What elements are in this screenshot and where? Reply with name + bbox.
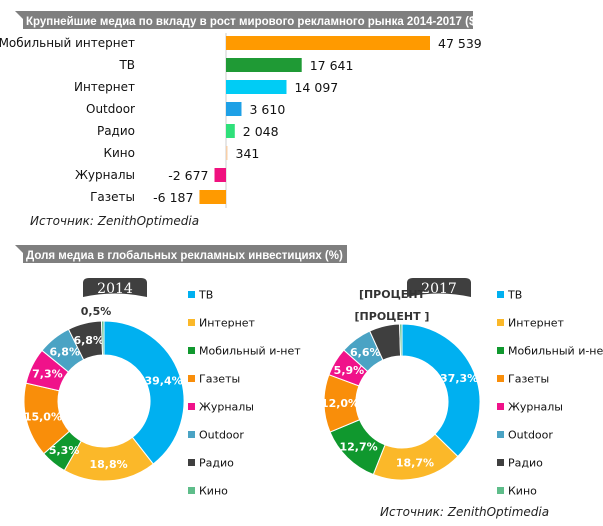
pie-2017-slice-label: [ПРОЦЕНТ ] (355, 310, 430, 323)
bar-category-label: Мобильный интернет (0, 36, 135, 50)
pie-2017-slice-label: 12,7% (339, 440, 377, 453)
pie-2014-slice-label: 5,3% (49, 444, 80, 457)
pie-2017-legend-label: Радио (508, 457, 543, 470)
pie-2014-legend-swatch (188, 459, 195, 466)
bar-category-label: ТВ (118, 58, 135, 72)
bar-value-label: 17 641 (310, 58, 354, 73)
pie-2014-legend-label: Мобильный и-нет (199, 345, 301, 358)
bar-source: Источник: ZenithOptimedia (30, 214, 200, 228)
bar-value-label: 3 610 (249, 102, 285, 117)
pie-source: Источник: ZenithOptimedia (380, 505, 550, 519)
pie-2017-slice-label: 5,9% (334, 364, 365, 377)
pie-2017-donut: 2017 37,3% 18,7% 12,7% 12,0% 5,9% 6,6% [ПРОЦЕНТ… (321, 278, 603, 498)
pie-2014-slice-label: 7,3% (32, 367, 63, 380)
pie-2014-legend-swatch (188, 291, 195, 298)
pie-2017-legend-swatch (497, 487, 504, 494)
bar-value-label: 341 (236, 146, 260, 161)
pie-2014-slice (100, 320, 105, 356)
bar-category-label: Газеты (90, 190, 135, 204)
bar (199, 190, 226, 204)
bar-value-label: 14 097 (294, 80, 338, 95)
pie-2017-legend-label: Журналы (508, 401, 563, 414)
pie-2017-slice-label: 18,7% (396, 457, 434, 470)
bar-chart-title-bg (15, 11, 473, 29)
bar-value-label: 2 048 (243, 124, 279, 139)
bar (226, 146, 228, 160)
pie-2014-slice-label: 18,8% (89, 458, 127, 471)
pie-2017-legend-swatch (497, 291, 504, 298)
bar (226, 36, 430, 50)
pie-2014-legend-swatch (188, 487, 195, 494)
pie-chart-title-bg (15, 245, 347, 263)
pie-2017-legend-swatch (497, 431, 504, 438)
pie-2017-legend-label: Кино (508, 485, 537, 498)
pie-2017-slice (401, 323, 481, 458)
bar-category-label: Кино (103, 146, 135, 160)
pie-2014-legend-swatch (188, 431, 195, 438)
pie-2014-donut: 2014 39,4% 18,8% 5,3% 15,0% 7,3% 6,8%6,8% 0,5% Т… (23, 278, 301, 498)
bar-value-label: 47 539 (438, 36, 482, 51)
pie-2017-legend-swatch (497, 319, 504, 326)
pie-2017-slice-label: 12,0% (321, 397, 359, 410)
pie-2014-slice-label: 15,0% (24, 410, 62, 423)
bar (226, 102, 242, 116)
pie-2017-legend-swatch (497, 459, 504, 466)
pie-2017-legend-swatch (497, 375, 504, 382)
bar-category-label: Радио (97, 124, 135, 138)
pie-2014-legend-swatch (188, 319, 195, 326)
pie-2014-slice-label: 0,5% (81, 305, 112, 318)
bar-chart-title: Крупнейшие медиа по вкладу в рост мирово… (26, 16, 505, 28)
pie-2014-slice-label: 6,8% (73, 334, 104, 347)
bar (226, 80, 287, 94)
pie-2017-slice-label: [ПРОЦЕНТ (359, 288, 426, 301)
bar (226, 124, 235, 138)
pie-2017-legend-label: Интернет (508, 317, 565, 330)
bar-category-label: Outdoor (86, 102, 135, 116)
pie-2017-year: 2017 (421, 281, 457, 297)
bar (226, 58, 302, 72)
pie-2014-slice (103, 320, 185, 465)
pie-2014-year-tab (83, 278, 147, 297)
bar-category-label: Интернет (74, 80, 135, 94)
bar (214, 168, 226, 182)
pie-2014-legend-label: Газеты (199, 373, 240, 386)
pie-2017-slice (399, 323, 403, 357)
pie-2014-legend-label: Outdoor (199, 429, 244, 442)
pie-2017-slice-label: 6,6% (350, 346, 381, 359)
pie-2017-legend-label: Газеты (508, 373, 549, 386)
pie-2014-legend-swatch (188, 347, 195, 354)
pie-2014-legend-swatch (188, 375, 195, 382)
pie-2017-legend-label: Мобильный и-нет (508, 345, 603, 358)
pie-2014-legend-label: Журналы (199, 401, 254, 414)
pie-2017-legend-swatch (497, 347, 504, 354)
bar-category-label: Журналы (75, 168, 135, 182)
bar-value-label: -2 677 (168, 168, 208, 183)
pie-2017-year-tab (407, 278, 471, 297)
pie-2014-legend-label: Интернет (199, 317, 256, 330)
pie-2014-legend-label: Кино (199, 485, 228, 498)
pie-2017-legend-label: Outdoor (508, 429, 553, 442)
pie-2014-legend-label: ТВ (198, 289, 213, 302)
pie-2014-legend-label: Радио (199, 457, 234, 470)
pie-2014-slice-label: 39,4% (144, 374, 182, 387)
pie-chart-title: Доля медиа в глобальных рекламных инвест… (26, 250, 343, 262)
pie-2017-legend-swatch (497, 403, 504, 410)
pie-2014-legend-swatch (188, 403, 195, 410)
pie-2017-legend-label: ТВ (507, 289, 522, 302)
pie-2014-year: 2014 (97, 281, 133, 297)
pie-2014-slice-label: 6,8% (49, 346, 80, 359)
bar-value-label: -6 187 (153, 190, 193, 205)
pie-2017-slice-label: 37,3% (440, 372, 478, 385)
